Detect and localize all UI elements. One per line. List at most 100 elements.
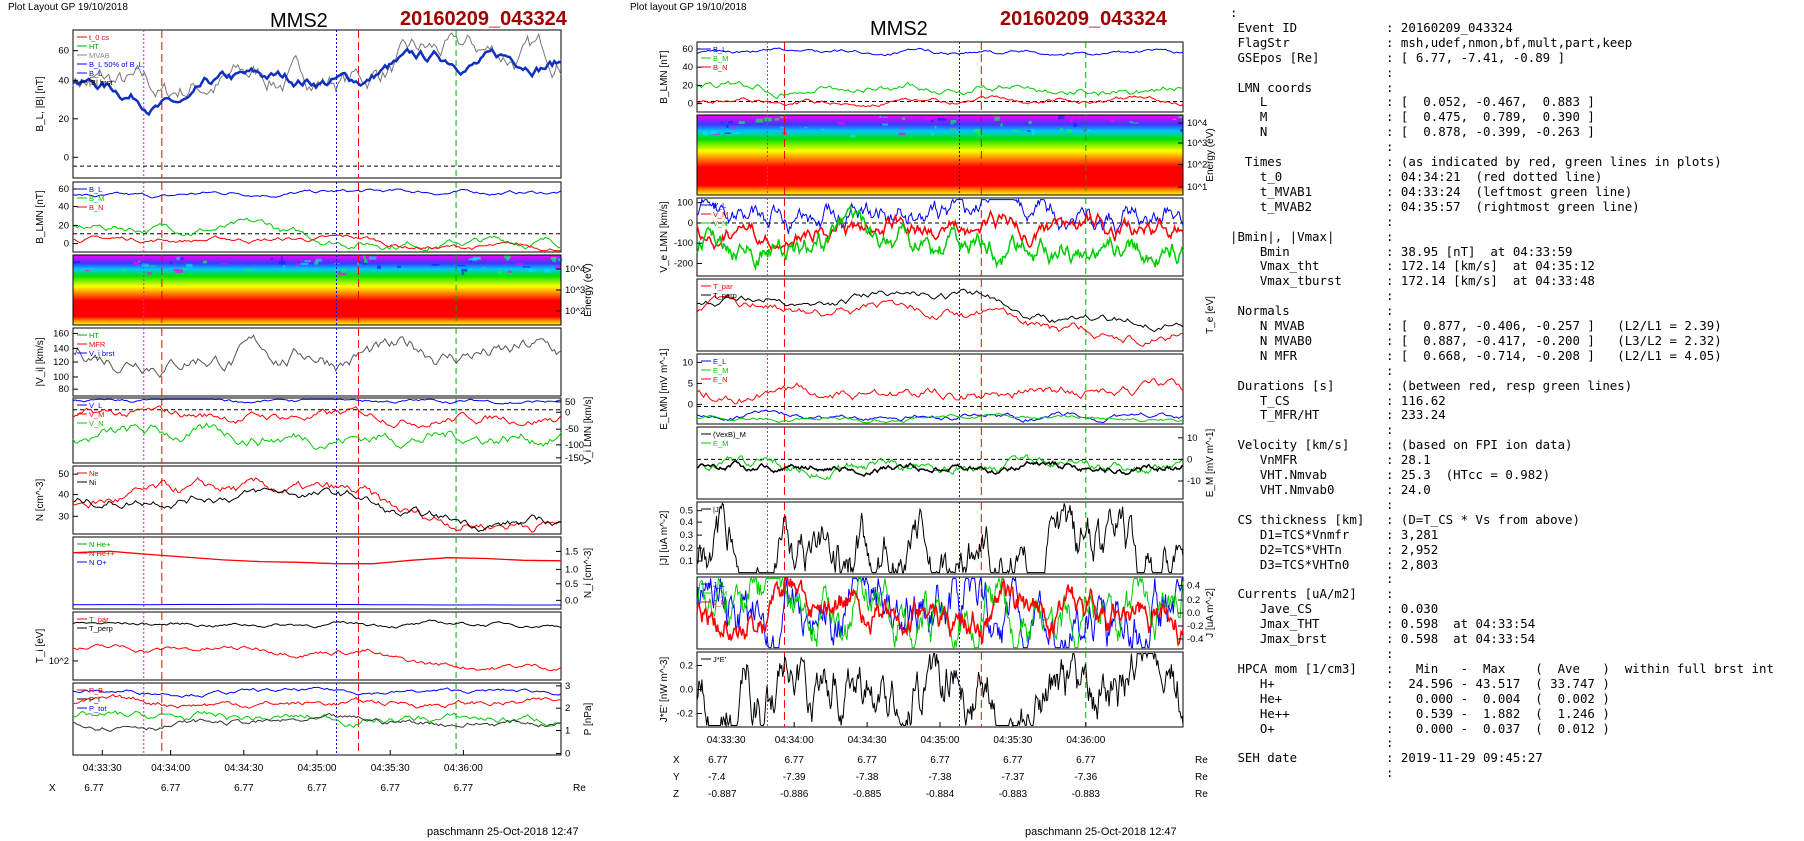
data-trace xyxy=(696,377,1184,405)
info-line: HPCA mom [1/cm3]: Min - Max ( Ave ) with… xyxy=(1230,660,1773,677)
y-tick-label: 0.5 xyxy=(680,506,693,517)
y-tick-label: -100 xyxy=(565,440,584,451)
info-key: D2=TCS*VHTn xyxy=(1230,541,1342,557)
info-key: N MVAB xyxy=(1230,318,1305,334)
y-tick-label: 10^2 xyxy=(1187,160,1207,171)
middle-probe-title: MMS2 xyxy=(870,18,928,40)
info-value: : 04:35:57 (rightmost green line) xyxy=(1386,198,1640,214)
spectrogram-speck xyxy=(185,263,193,268)
spectrogram-speck xyxy=(973,129,981,133)
info-key: He+ xyxy=(1230,690,1283,706)
spectrogram-speck xyxy=(1130,122,1139,124)
ephemeris-axis-label: Z xyxy=(673,789,679,800)
spectrogram-speck xyxy=(300,262,309,266)
middle-footer: paschmann 25-Oct-2018 12:47 xyxy=(1025,826,1177,838)
y-tick-label: 0.5 xyxy=(565,579,578,590)
info-line: Bmin: 38.95 [nT] at 04:33:59 xyxy=(1230,244,1774,260)
ephemeris-value: -0.883 xyxy=(1072,789,1101,800)
info-key: N MVAB0 xyxy=(1230,332,1313,348)
spectrogram-speck xyxy=(557,258,563,262)
data-trace xyxy=(72,710,562,729)
info-key: T_CS xyxy=(1230,392,1290,408)
data-trace xyxy=(696,209,1184,254)
data-trace xyxy=(72,477,562,533)
x-tick-label: 04:35:30 xyxy=(993,735,1032,746)
y-axis-label: B_LMN [nT] xyxy=(35,190,46,244)
y-tick-label: 10^2 xyxy=(49,656,69,667)
spectrogram-speck xyxy=(733,125,736,130)
info-line: T_MFR/HT: 233.24 xyxy=(1230,408,1774,423)
info-value: : [ 6.77, -7.41, -0.89 ] xyxy=(1386,49,1566,65)
spectrogram-speck xyxy=(1030,129,1035,132)
info-value: : xyxy=(1386,362,1394,378)
y-axis-label: N [cm^-3] xyxy=(35,479,46,522)
info-value: : 3,281 xyxy=(1386,526,1439,542)
y-axis-label: Energy (eV) xyxy=(1205,128,1216,181)
spectrogram-speck xyxy=(73,260,81,264)
ephemeris-value: 6.77 xyxy=(784,755,804,766)
spectrogram-speck xyxy=(724,132,731,134)
spectrogram-speck xyxy=(555,265,561,270)
y-tick-label: 50 xyxy=(58,469,69,480)
ephemeris-unit: Re xyxy=(1195,772,1208,783)
info-key: T_MFR/HT xyxy=(1230,407,1320,423)
info-key: t_MVAB1 xyxy=(1230,183,1313,199)
legend-entry: (VexB)_M xyxy=(713,430,746,439)
info-value: : [ 0.887, -0.417, -0.200 ] (L3/L2 = 2.3… xyxy=(1386,332,1722,348)
y-tick-label: 10^1 xyxy=(1187,182,1207,193)
legend-entry: T_par xyxy=(89,615,109,624)
data-trace xyxy=(72,712,561,732)
spectrogram-speck xyxy=(1180,129,1184,133)
info-value: : [ 0.878, -0.399, -0.263 ] xyxy=(1386,124,1595,140)
y-tick-label: 40 xyxy=(58,75,69,86)
legend-entry: Ni xyxy=(89,478,96,487)
data-trace xyxy=(696,502,1184,574)
info-value: : 04:33:24 (leftmost green line) xyxy=(1386,183,1633,199)
y-axis-label: N_i [cm^-3] xyxy=(583,548,594,598)
info-key: HPCA mom [1/cm3] xyxy=(1230,660,1357,676)
y-tick-label: -0.2 xyxy=(677,709,693,720)
y-tick-label: 100 xyxy=(53,372,69,383)
spectrogram-speck xyxy=(779,116,783,119)
spectrogram-speck xyxy=(937,117,944,121)
info-key: Velocity [km/s] xyxy=(1230,437,1350,453)
spectrogram-speck xyxy=(733,132,741,134)
info-line: LMN coords: xyxy=(1230,80,1774,96)
info-line: N MVAB0 : [ 0.887, -0.417, -0.200 ] (L3/L… xyxy=(1230,332,1774,349)
info-line: He+: 0.000 - 0.004 ( 0.002 ) xyxy=(1230,690,1774,707)
info-line: Vmax_tht: 172.14 [km/s] at 04:35:12 xyxy=(1230,258,1774,274)
legend-entry: V_L xyxy=(713,201,726,210)
info-key: GSEpos [Re] xyxy=(1230,49,1320,65)
spectrogram-speck xyxy=(280,256,283,261)
info-key: FlagStr xyxy=(1230,34,1290,50)
info-line: : xyxy=(1230,65,1774,81)
spectrogram-speck xyxy=(147,272,152,275)
spectrogram-speck xyxy=(728,120,733,124)
legend-entry: |B| brst xyxy=(89,78,113,87)
ephemeris-value: 6.77 xyxy=(380,783,400,794)
info-value: : [ 0.475, 0.789, 0.390 ] xyxy=(1386,109,1595,125)
spectrogram-speck xyxy=(977,131,982,136)
data-trace xyxy=(696,576,1183,649)
x-tick-label: 04:34:30 xyxy=(848,735,887,746)
y-tick-label: 20 xyxy=(58,114,69,125)
ephemeris-value: -7.38 xyxy=(929,772,952,783)
info-key: CS thickness [km] xyxy=(1230,511,1365,527)
info-key: N xyxy=(1230,124,1268,140)
info-key: Jave_CS xyxy=(1230,601,1313,617)
ephemeris-value: -7.4 xyxy=(708,772,726,783)
data-trace xyxy=(696,409,1184,424)
spectrogram-speck xyxy=(341,269,347,273)
data-trace xyxy=(72,47,562,117)
y-tick-label: 0 xyxy=(688,399,693,410)
spectrogram-speck xyxy=(930,119,934,123)
spectrogram-speck xyxy=(544,268,551,273)
y-tick-label: 140 xyxy=(53,343,69,354)
info-key: VnMFR xyxy=(1230,452,1298,468)
spectrogram-speck xyxy=(133,262,139,266)
panel-frame xyxy=(696,501,1184,575)
spectrogram-speck xyxy=(882,116,888,118)
ephemeris-value: 6.77 xyxy=(84,783,104,794)
spectrogram-speck xyxy=(468,258,477,261)
spectrogram-speck xyxy=(720,121,724,124)
